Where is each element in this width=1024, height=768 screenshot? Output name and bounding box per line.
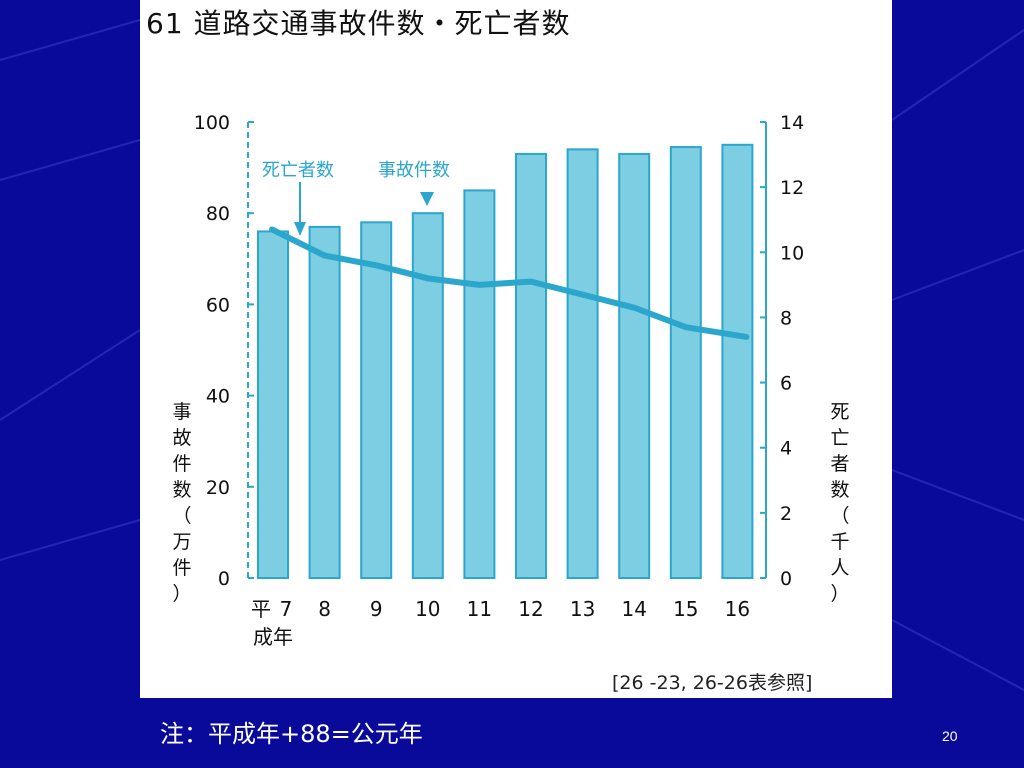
x-tick-label: 9 <box>370 597 383 621</box>
x-tick-label: 15 <box>673 597 698 621</box>
right-tick-label: 0 <box>780 568 792 590</box>
line-point <box>581 293 584 296</box>
bar <box>257 230 289 579</box>
bar <box>721 143 754 580</box>
left-tick-label: 20 <box>206 477 230 499</box>
line-point <box>323 254 326 257</box>
page-number: 20 <box>942 728 958 744</box>
line-point <box>375 264 378 267</box>
bar <box>360 221 393 579</box>
annotation-deaths-label: 死亡者数 <box>262 160 334 181</box>
line-series <box>269 226 750 340</box>
left-tick-label: 100 <box>194 112 230 134</box>
left-tick-label: 60 <box>206 294 230 316</box>
bar <box>411 212 444 579</box>
bar <box>618 152 651 579</box>
line-point <box>745 335 748 338</box>
conversion-note: 注：平成年+88=公元年 <box>160 720 423 748</box>
figure-title: 61 道路交通事故件数・死亡者数 <box>146 7 571 40</box>
x-tick-label: 8 <box>318 597 331 621</box>
bar <box>669 146 702 580</box>
right-tick-label: 6 <box>780 373 792 395</box>
deaths-line <box>269 226 750 340</box>
annotation-deaths-arrowhead <box>294 222 306 236</box>
x-tick-label: 13 <box>570 597 595 621</box>
left-tick-label: 80 <box>206 203 230 225</box>
annotation-accidents-label: 事故件数 <box>378 160 450 181</box>
left-tick-label: 0 <box>218 568 230 590</box>
bar-series <box>257 143 754 580</box>
right-tick-label: 4 <box>780 438 792 460</box>
annotation-accidents-arrowhead <box>420 192 434 206</box>
bar <box>566 148 599 580</box>
right-tick-label: 8 <box>780 307 792 329</box>
line-point <box>530 280 532 283</box>
bar <box>308 225 341 579</box>
right-axis: 0 2 4 6 8 10 12 14 <box>760 112 804 590</box>
x-tick-label: 11 <box>467 597 492 621</box>
line-point <box>426 277 429 280</box>
x-tick-label: 10 <box>415 597 440 621</box>
line-point <box>684 326 687 329</box>
right-tick-label: 14 <box>780 112 804 134</box>
annotations: 死亡者数 事故件数 <box>262 160 450 236</box>
left-tick-label: 40 <box>206 386 230 408</box>
right-tick-label: 10 <box>780 242 804 264</box>
x-tick-label: 14 <box>621 597 646 621</box>
left-axis-title: 事故件数（万件） <box>172 401 191 605</box>
line-point <box>478 283 481 286</box>
table-reference: [26 -23, 26-26表参照] <box>612 672 813 694</box>
x-tick-label: 12 <box>518 597 543 621</box>
line-point <box>271 228 273 231</box>
right-tick-label: 2 <box>780 503 792 525</box>
bar <box>515 152 547 579</box>
x-tick-labels: 平 成年 7 8 9 10 11 12 13 14 15 16 <box>251 597 750 649</box>
axis-titles: 事故件数（万件） 死亡者数（千人） <box>172 401 849 605</box>
x-tick-label: 7 <box>280 597 293 621</box>
x-era-label: 平 <box>251 597 271 621</box>
line-point <box>633 306 636 309</box>
x-era-sublabel: 成年 <box>253 625 293 649</box>
x-tick-label: 16 <box>725 597 750 621</box>
right-axis-title: 死亡者数（千人） <box>830 401 849 605</box>
right-tick-label: 12 <box>780 177 804 199</box>
left-axis: 0 20 40 60 80 100 <box>194 112 254 590</box>
bar <box>463 189 496 579</box>
